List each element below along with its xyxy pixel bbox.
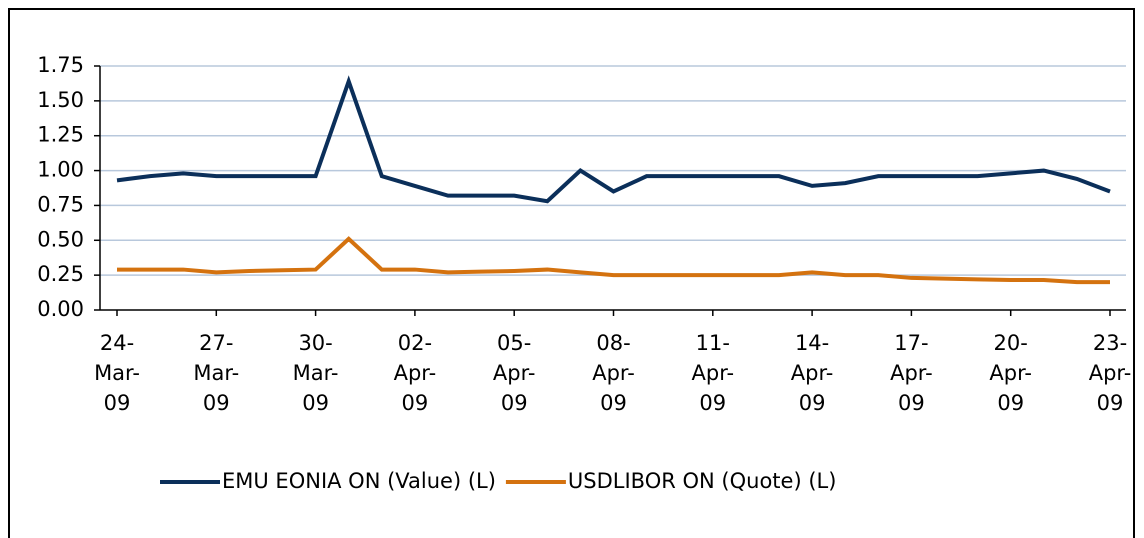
y-tick-label: 0.00: [37, 297, 84, 321]
x-tick-label: 27-Mar-09: [193, 331, 239, 415]
legend-label: EMU EONIA ON (Value) (L): [222, 469, 496, 493]
x-tick-label: 02-Apr-09: [394, 331, 437, 415]
x-tick-label: 08-Apr-09: [592, 331, 635, 415]
legend-label: USDLIBOR ON (Quote) (L): [568, 469, 837, 493]
y-tick-label: 0.50: [37, 227, 84, 251]
y-tick-label: 1.00: [37, 158, 84, 182]
y-tick-label: 1.50: [37, 88, 84, 112]
x-tick-label: 30-Mar-09: [293, 331, 339, 415]
series-line: [117, 236, 1110, 285]
x-tick-label: 11-Apr-09: [692, 331, 735, 415]
x-tick-label: 20-Apr-09: [989, 331, 1032, 415]
y-tick-label: 1.25: [37, 123, 84, 147]
x-tick-label: 17-Apr-09: [890, 331, 933, 415]
y-tick-label: 1.75: [37, 53, 84, 77]
y-tick-label: 0.75: [37, 192, 84, 216]
chart-frame: [8, 8, 1135, 538]
x-tick-label: 14-Apr-09: [791, 331, 834, 415]
x-tick-label: 24-Mar-09: [94, 331, 140, 415]
x-tick-label: 23-Apr-09: [1089, 331, 1132, 415]
y-tick-label: 0.25: [37, 262, 84, 286]
series-line: [116, 75, 1111, 204]
x-tick-label: 05-Apr-09: [493, 331, 536, 415]
